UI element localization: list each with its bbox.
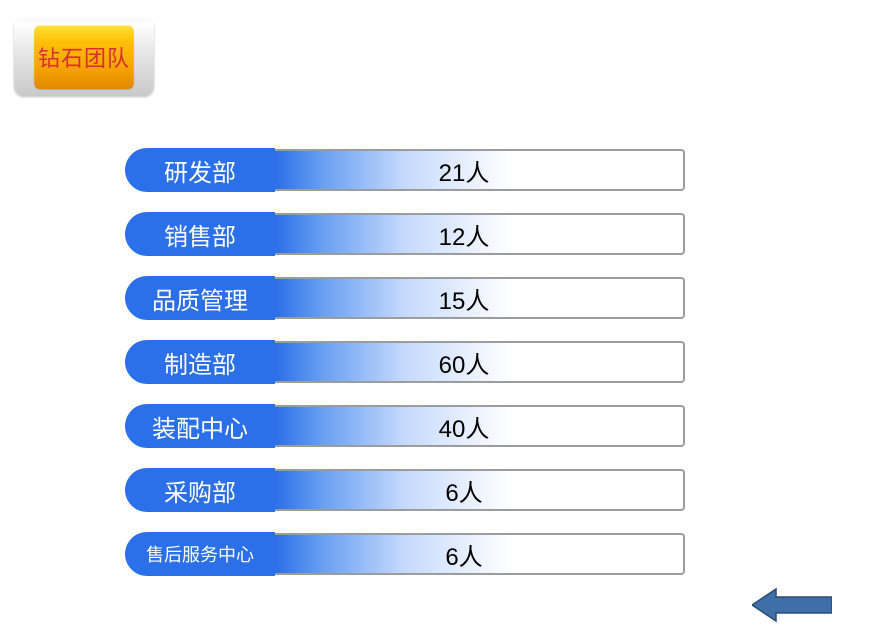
- dept-bar-procurement: 6人: [273, 469, 685, 511]
- list-item: 制造部 60人: [125, 340, 687, 384]
- dept-value: 6人: [445, 473, 482, 508]
- dept-label: 制造部: [164, 345, 236, 380]
- dept-label: 研发部: [164, 153, 236, 188]
- dept-bar-assembly: 40人: [273, 405, 685, 447]
- dept-bar-quality: 15人: [273, 277, 685, 319]
- team-badge-inner: 钻石团队: [34, 25, 134, 89]
- dept-value: 6人: [445, 537, 482, 572]
- list-item: 售后服务中心 6人: [125, 532, 687, 576]
- list-item: 品质管理 15人: [125, 276, 687, 320]
- team-badge-label: 钻石团队: [38, 41, 130, 73]
- back-arrow-icon[interactable]: [752, 587, 832, 623]
- dept-value: 60人: [439, 345, 490, 380]
- dept-pill-quality: 品质管理: [125, 276, 275, 320]
- arrow-left-icon: [752, 589, 832, 621]
- department-list: 研发部 21人 销售部 12人 品质管理 15人 制造部 60人 装配中心 40…: [125, 148, 687, 596]
- dept-label: 采购部: [164, 473, 236, 508]
- dept-pill-assembly: 装配中心: [125, 404, 275, 448]
- dept-pill-rd: 研发部: [125, 148, 275, 192]
- dept-bar-mfg: 60人: [273, 341, 685, 383]
- dept-value: 21人: [439, 153, 490, 188]
- list-item: 装配中心 40人: [125, 404, 687, 448]
- dept-pill-sales: 销售部: [125, 212, 275, 256]
- dept-label: 销售部: [164, 217, 236, 252]
- team-badge: 钻石团队: [14, 18, 154, 96]
- dept-label: 品质管理: [152, 281, 248, 316]
- dept-bar-sales: 12人: [273, 213, 685, 255]
- list-item: 采购部 6人: [125, 468, 687, 512]
- dept-bar-aftersales: 6人: [273, 533, 685, 575]
- dept-value: 12人: [439, 217, 490, 252]
- dept-label: 装配中心: [152, 409, 248, 444]
- dept-pill-procurement: 采购部: [125, 468, 275, 512]
- dept-value: 40人: [439, 409, 490, 444]
- dept-value: 15人: [439, 281, 490, 316]
- dept-pill-mfg: 制造部: [125, 340, 275, 384]
- list-item: 销售部 12人: [125, 212, 687, 256]
- dept-pill-aftersales: 售后服务中心: [125, 532, 275, 576]
- dept-label: 售后服务中心: [146, 541, 254, 567]
- dept-bar-rd: 21人: [273, 149, 685, 191]
- list-item: 研发部 21人: [125, 148, 687, 192]
